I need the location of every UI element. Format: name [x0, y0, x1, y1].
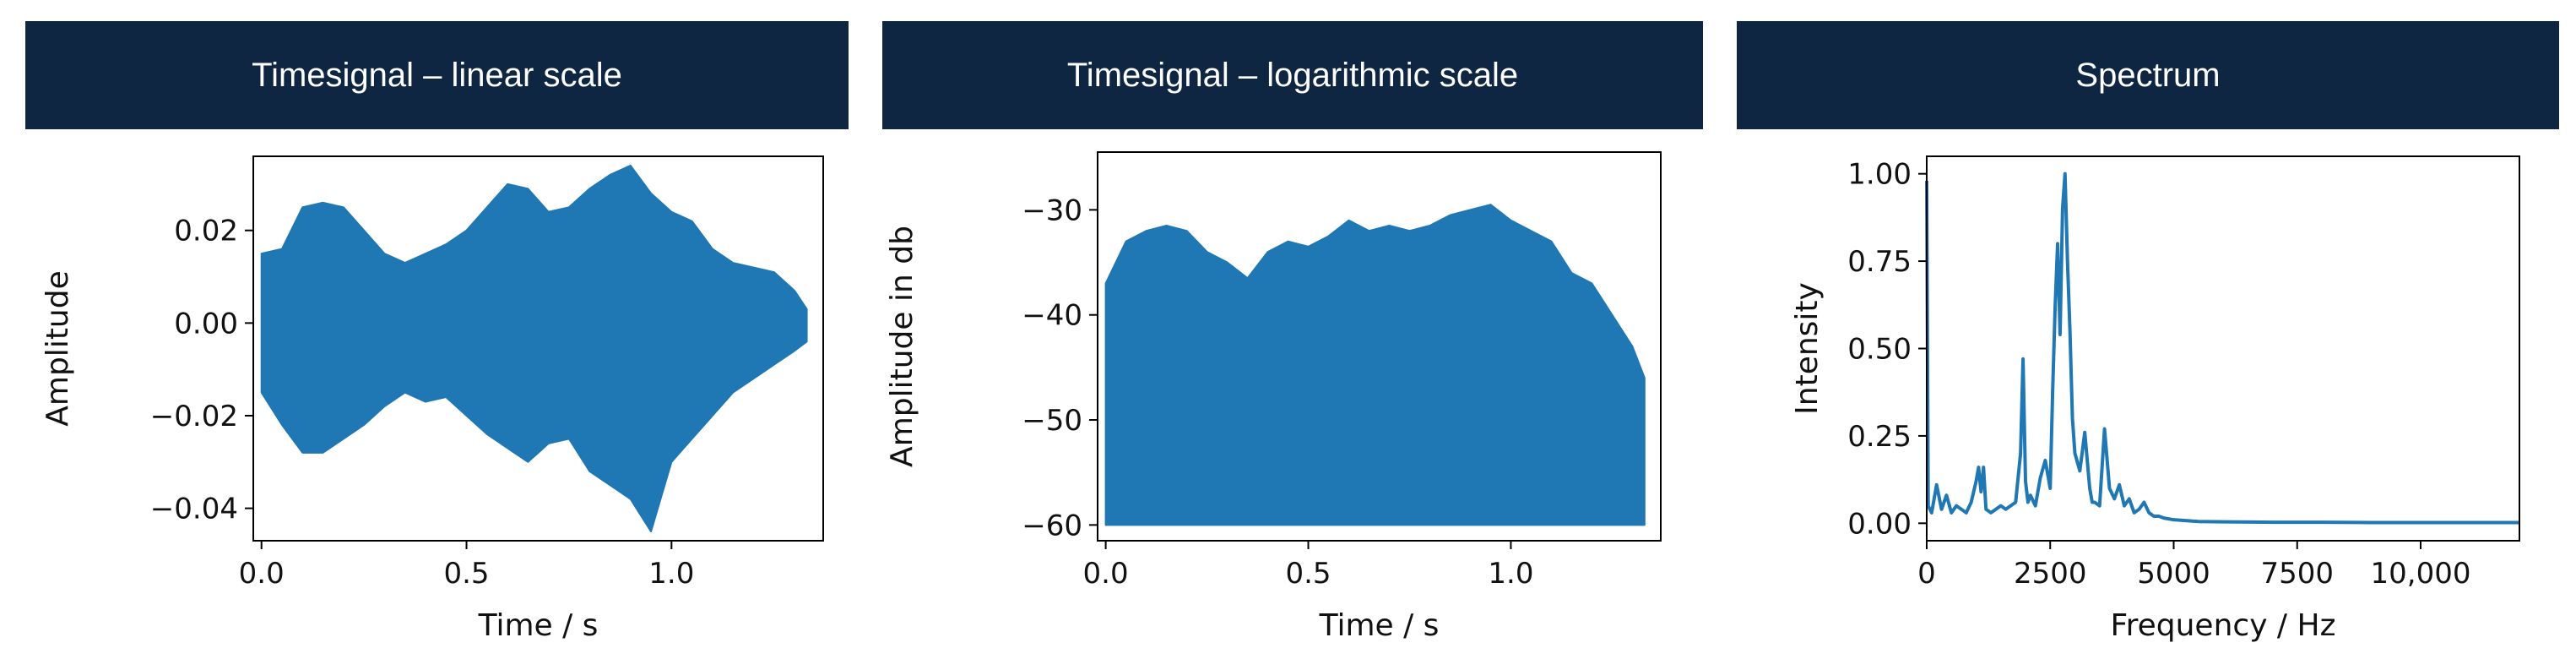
series-area: [260, 164, 808, 533]
series-line: [1925, 172, 2519, 525]
series-area: [1104, 204, 1646, 526]
x-tick-label: 0.5: [443, 557, 489, 591]
x-axis-label: Time / s: [1319, 608, 1440, 643]
axes-frame: [252, 155, 824, 542]
y-tick-label: 0.00: [1847, 507, 1912, 541]
x-axis-label: Time / s: [478, 608, 599, 643]
y-tick-label: 0.75: [1847, 245, 1912, 279]
y-axis-label: Amplitude in db: [885, 226, 919, 467]
y-tick-label: −50: [1022, 404, 1082, 438]
axes-frame: [1097, 151, 1662, 542]
chart-spectrum: 0 2500 5000 7500 10,000 0.00 0.25 0.50 0.75 1.00 F…: [1790, 155, 2520, 643]
panel-header-logarithmic: Timesignal – logarithmic scale: [882, 21, 1703, 129]
y-tick-label: 0.25: [1847, 420, 1912, 454]
x-tick-label: 0.0: [1083, 557, 1129, 591]
y-tick-label: 0.02: [174, 215, 238, 248]
y-tick-label: 0.00: [174, 307, 238, 340]
y-tick-label: 0.50: [1847, 333, 1912, 367]
x-tick-label: 1.0: [648, 557, 694, 591]
y-tick-label: 1.00: [1847, 158, 1912, 192]
y-axis-label: Intensity: [1790, 282, 1825, 415]
y-tick-label: −60: [1022, 509, 1082, 542]
axes-frame: [1926, 155, 2520, 542]
x-tick-label: 10,000: [2371, 557, 2471, 591]
x-tick-label: 0.5: [1285, 557, 1331, 591]
panel-linear: Timesignal – linear scale 0.0 0.5 1.0 −0.04…: [25, 0, 849, 670]
y-tick-label: −0.04: [150, 493, 238, 526]
x-tick-label: 5000: [2137, 557, 2210, 591]
panel-header-spectrum: Spectrum: [1737, 21, 2559, 129]
y-tick-label: −30: [1022, 193, 1082, 227]
x-tick-label: 7500: [2260, 557, 2334, 591]
y-tick-label: −0.02: [150, 400, 238, 433]
x-tick-label: 0: [1917, 557, 1936, 591]
panel-header-linear: Timesignal – linear scale: [25, 21, 849, 129]
x-tick-label: 1.0: [1488, 557, 1533, 591]
x-axis-label: Frequency / Hz: [2111, 608, 2336, 643]
y-tick-label: −40: [1022, 299, 1082, 333]
panel-spectrum: Spectrum 0 2500 5000 7500 10,000 0.00 0.25 0.50…: [1737, 0, 2559, 670]
chart-logarithmic: 0.0 0.5 1.0 −60 −50 −40 −30 Time / s Amplitude i…: [885, 151, 1662, 643]
panel-logarithmic: Timesignal – logarithmic scale 0.0 0.5 1.0…: [882, 0, 1703, 670]
y-axis-label: Amplitude: [41, 270, 75, 426]
x-tick-label: 2500: [2014, 557, 2087, 591]
x-tick-label: 0.0: [239, 557, 285, 591]
chart-linear: 0.0 0.5 1.0 −0.04 −0.02 0.00 0.02 Time / s Ampli…: [41, 155, 824, 643]
